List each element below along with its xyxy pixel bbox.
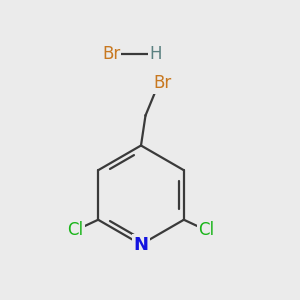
Text: H: H: [150, 45, 162, 63]
Text: Br: Br: [102, 45, 120, 63]
Text: Cl: Cl: [198, 221, 214, 239]
Text: N: N: [134, 236, 148, 253]
Text: Cl: Cl: [68, 221, 84, 239]
Text: Br: Br: [154, 74, 172, 92]
